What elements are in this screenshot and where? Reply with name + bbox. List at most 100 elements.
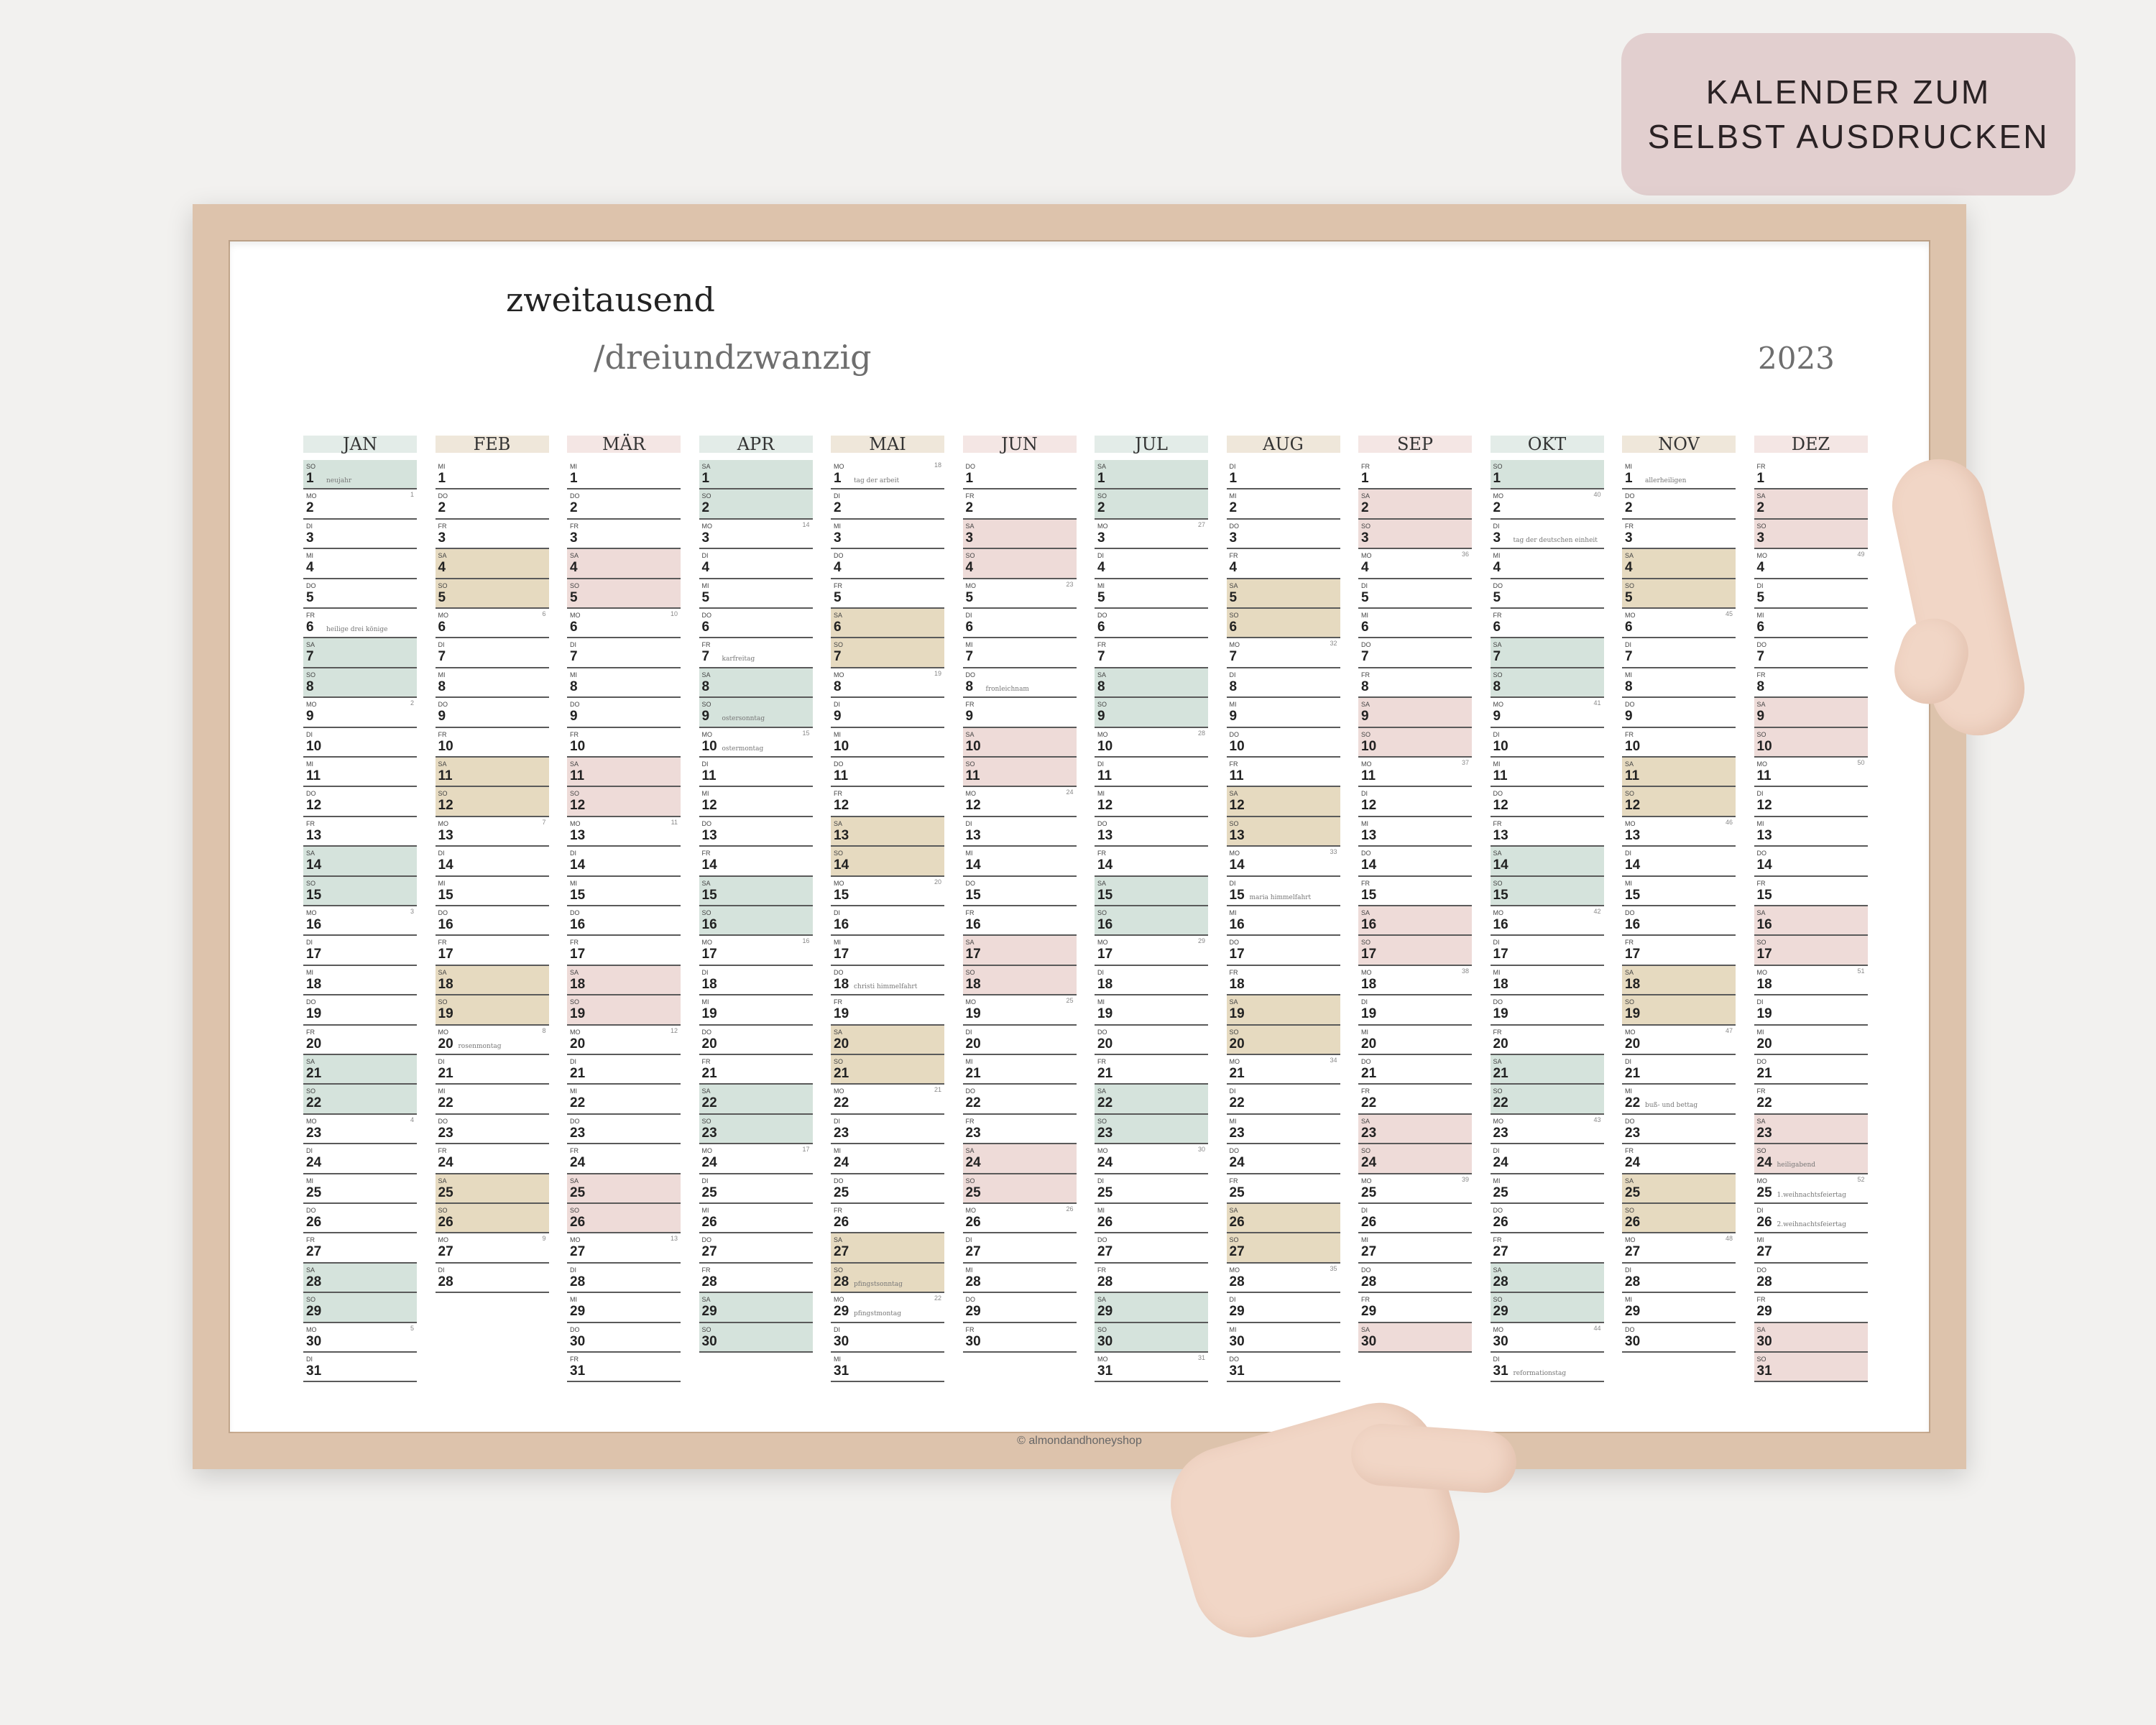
day-number: 15 bbox=[1097, 887, 1113, 903]
day-number: 15 bbox=[834, 887, 849, 903]
day-row: SA 5 bbox=[1226, 579, 1340, 609]
day-row: DI 22 bbox=[1226, 1085, 1340, 1115]
holiday-note: pfingstsonntag bbox=[854, 1280, 903, 1288]
day-row: MO 27 13 bbox=[567, 1233, 681, 1264]
day-number: 7 bbox=[306, 649, 314, 665]
weekday-label: MO bbox=[306, 1325, 317, 1333]
day-row: MI 31 bbox=[831, 1353, 944, 1383]
weekday-label: SO bbox=[1361, 1147, 1371, 1155]
weekday-label: FR bbox=[1229, 968, 1238, 976]
day-row: FR 10 bbox=[435, 728, 549, 758]
day-number: 11 bbox=[1229, 768, 1244, 783]
day-number: 25 bbox=[1361, 1184, 1377, 1200]
day-number: 29 bbox=[1625, 1304, 1641, 1320]
weekday-label: DO bbox=[570, 701, 580, 709]
day-number: 14 bbox=[1097, 857, 1113, 873]
weekday-label: SA bbox=[1097, 1296, 1107, 1304]
day-number: 1 bbox=[834, 471, 842, 486]
weekday-label: SO bbox=[1756, 1356, 1766, 1363]
day-number: 16 bbox=[1361, 917, 1377, 932]
weekday-label: DO bbox=[1361, 1266, 1371, 1274]
weekday-label: SO bbox=[834, 1266, 844, 1274]
weekday-label: MI bbox=[1756, 819, 1764, 827]
day-number: 13 bbox=[1625, 827, 1641, 843]
weekday-label: FR bbox=[1756, 879, 1766, 887]
day-row: DI 9 bbox=[831, 698, 944, 728]
weekday-label: MO bbox=[1625, 612, 1636, 619]
day-number: 3 bbox=[438, 530, 446, 546]
day-row: FR 17 bbox=[567, 936, 681, 966]
weekday-label: SA bbox=[1229, 998, 1238, 1006]
month-header: JUN bbox=[962, 436, 1077, 453]
weekday-label: SO bbox=[438, 790, 448, 798]
weekday-label: DI bbox=[1493, 730, 1500, 738]
day-row: DO 19 bbox=[1490, 995, 1604, 1026]
weekday-label: MI bbox=[1493, 968, 1501, 976]
weekday-label: MI bbox=[1625, 671, 1632, 678]
day-number: 3 bbox=[1229, 530, 1238, 546]
day-number: 19 bbox=[1493, 1006, 1508, 1022]
day-number: 9 bbox=[1625, 709, 1633, 724]
weekday-label: DI bbox=[306, 1356, 313, 1363]
day-number: 30 bbox=[701, 1333, 717, 1349]
day-number: 18 bbox=[1756, 976, 1772, 992]
weekday-label: MO bbox=[834, 1087, 844, 1095]
weekday-label: MI bbox=[1493, 1177, 1501, 1184]
weekday-label: SO bbox=[438, 998, 448, 1006]
day-row: MO 11 50 bbox=[1754, 758, 1868, 788]
day-row: MI 12 bbox=[1095, 787, 1208, 817]
day-row: MI 11 bbox=[1490, 758, 1604, 788]
weekday-label: FR bbox=[701, 1266, 711, 1274]
week-number: 24 bbox=[1066, 788, 1074, 796]
weekday-label: SO bbox=[1756, 1147, 1766, 1155]
day-number: 11 bbox=[965, 768, 980, 783]
month-header: MÄR bbox=[567, 436, 681, 453]
day-number: 1 bbox=[965, 471, 974, 486]
day-number: 31 bbox=[1097, 1363, 1113, 1379]
day-row: SA 21 bbox=[1490, 1055, 1604, 1085]
weekday-label: DO bbox=[1229, 939, 1240, 947]
day-number: 13 bbox=[306, 827, 322, 843]
day-number: 15 bbox=[1229, 887, 1245, 903]
day-row: DI 4 bbox=[699, 549, 813, 579]
holiday-note: tag der deutschen einheit bbox=[1513, 536, 1598, 544]
weekday-label: MI bbox=[1625, 879, 1632, 887]
day-row: DO 26 bbox=[1490, 1204, 1604, 1234]
month-column-jan: JAN SO 1 neujahr MO 2 1 DI 3 MI 4 DO 5 FR 6 heilige dre… bbox=[303, 436, 417, 1383]
day-row: SA 13 bbox=[831, 816, 944, 847]
weekday-label: FR bbox=[570, 1147, 579, 1155]
day-row: DI 24 bbox=[1490, 1144, 1604, 1174]
weekday-label: MO bbox=[1756, 968, 1768, 976]
day-row: DI 28 bbox=[567, 1264, 681, 1294]
day-row: SA 23 bbox=[1358, 1114, 1472, 1145]
weekday-label: MI bbox=[1361, 819, 1368, 827]
weekday-label: SA bbox=[1625, 968, 1634, 976]
weekday-label: DO bbox=[1097, 1028, 1107, 1036]
weekday-label: DI bbox=[1361, 998, 1368, 1006]
month-column-aug: AUG DI 1 MI 2 DO 3 FR 4 SA 5 SO 6 MO 7 32 DI 8 MI 9 DO 10 FR 11… bbox=[1226, 436, 1340, 1383]
day-row: FR 23 bbox=[962, 1115, 1077, 1145]
day-row: MI 29 bbox=[567, 1293, 681, 1323]
day-number: 19 bbox=[834, 1006, 849, 1022]
day-row: MI 26 bbox=[1095, 1204, 1208, 1234]
day-row: DI 14 bbox=[1622, 847, 1736, 877]
day-number: 19 bbox=[438, 1006, 453, 1022]
week-number: 41 bbox=[1593, 699, 1601, 707]
day-number: 1 bbox=[1756, 471, 1765, 486]
weekday-label: MI bbox=[1097, 581, 1105, 589]
weekday-label: FR bbox=[834, 998, 842, 1006]
weekday-label: SA bbox=[1756, 1117, 1766, 1125]
day-row: MO 30 44 bbox=[1490, 1323, 1604, 1353]
day-number: 28 bbox=[965, 1274, 981, 1289]
day-number: 20 bbox=[570, 1036, 586, 1052]
day-number: 19 bbox=[570, 1006, 586, 1022]
day-number: 2 bbox=[1097, 500, 1105, 516]
weekday-label: DO bbox=[965, 671, 976, 678]
day-number: 17 bbox=[570, 947, 586, 962]
weekday-label: DI bbox=[1493, 522, 1500, 530]
week-number: 40 bbox=[1593, 491, 1601, 499]
day-row: DO 12 bbox=[303, 787, 417, 817]
day-row: DO 19 bbox=[303, 995, 417, 1026]
weekday-label: FR bbox=[438, 522, 447, 530]
day-row: DI 11 bbox=[1095, 758, 1208, 788]
